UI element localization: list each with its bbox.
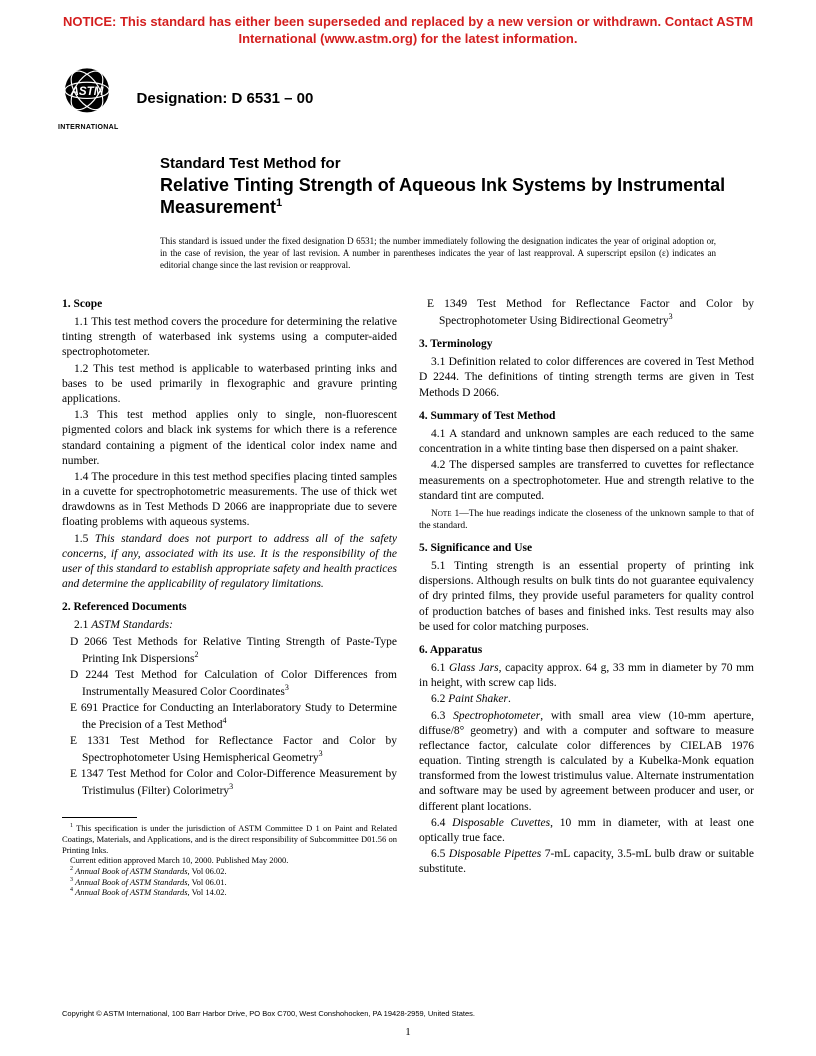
superseded-notice: NOTICE: This standard has either been su… <box>0 0 816 54</box>
ref-e1349: E 1349 Test Method for Reflectance Facto… <box>419 297 754 329</box>
para-1-3: 1.3 This test method applies only to sin… <box>62 408 397 469</box>
astm-logo: ASTM INTERNATIONAL <box>58 66 119 131</box>
designation: Designation: D 6531 – 00 <box>131 90 314 107</box>
logo-subtext: INTERNATIONAL <box>58 124 119 131</box>
right-column: E 1349 Test Method for Reflectance Facto… <box>419 297 754 898</box>
para-1-1: 1.1 This test method covers the procedur… <box>62 315 397 361</box>
para-1-4: 1.4 The procedure in this test method sp… <box>62 470 397 531</box>
para-6-5: 6.5 Disposable Pipettes 7-mL capacity, 3… <box>419 847 754 877</box>
footnote-rule <box>62 817 137 818</box>
svg-text:ASTM: ASTM <box>70 85 104 98</box>
para-2-1: 2.1 ASTM Standards: <box>62 618 397 633</box>
summary-head: 4. Summary of Test Method <box>419 409 754 424</box>
para-6-2: 6.2 Paint Shaker. <box>419 692 754 707</box>
para-6-3: 6.3 Spectrophotometer, with small area v… <box>419 709 754 815</box>
scope-head: 1. Scope <box>62 297 397 312</box>
para-1-2: 1.2 This test method is applicable to wa… <box>62 362 397 408</box>
issuance-note: This standard is issued under the fixed … <box>0 219 816 271</box>
ref-d2066: D 2066 Test Methods for Relative Tinting… <box>62 635 397 667</box>
note-1: Note 1—The hue readings indicate the clo… <box>419 508 754 533</box>
para-5-1: 5.1 Tinting strength is an essential pro… <box>419 559 754 635</box>
para-6-1: 6.1 Glass Jars, capacity approx. 64 g, 3… <box>419 661 754 691</box>
significance-head: 5. Significance and Use <box>419 541 754 556</box>
title-prefix: Standard Test Method for <box>160 155 740 174</box>
para-3-1: 3.1 Definition related to color differen… <box>419 355 754 401</box>
footnotes: 1 This specification is under the jurisd… <box>62 823 397 897</box>
terminology-head: 3. Terminology <box>419 337 754 352</box>
body-columns: 1. Scope 1.1 This test method covers the… <box>0 271 816 898</box>
para-6-4: 6.4 Disposable Cuvettes, 10 mm in diamet… <box>419 816 754 846</box>
title-block: Standard Test Method for Relative Tintin… <box>0 131 740 219</box>
apparatus-head: 6. Apparatus <box>419 643 754 658</box>
refdocs-head: 2. Referenced Documents <box>62 600 397 615</box>
title-main: Relative Tinting Strength of Aqueous Ink… <box>160 174 740 219</box>
ref-e1347: E 1347 Test Method for Color and Color-D… <box>62 767 397 799</box>
left-column: 1. Scope 1.1 This test method covers the… <box>62 297 397 898</box>
ref-e1331: E 1331 Test Method for Reflectance Facto… <box>62 734 397 766</box>
para-1-5: 1.5 This standard does not purport to ad… <box>62 532 397 593</box>
header: ASTM INTERNATIONAL Designation: D 6531 –… <box>0 54 816 131</box>
ref-e691: E 691 Practice for Conducting an Interla… <box>62 701 397 733</box>
ref-d2244: D 2244 Test Method for Calculation of Co… <box>62 668 397 700</box>
para-4-2: 4.2 The dispersed samples are transferre… <box>419 458 754 504</box>
para-4-1: 4.1 A standard and unknown samples are e… <box>419 427 754 457</box>
page-number: 1 <box>0 1026 816 1038</box>
copyright: Copyright © ASTM International, 100 Barr… <box>62 1009 475 1018</box>
